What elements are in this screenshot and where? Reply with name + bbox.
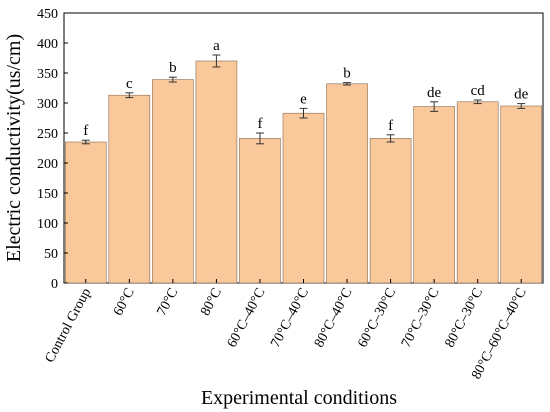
significance-label: e	[300, 91, 307, 107]
bar	[326, 83, 368, 284]
bar	[239, 138, 281, 284]
y-tick-label: 300	[37, 97, 58, 112]
y-tick-label: 0	[51, 277, 58, 292]
y-axis-title: Electric conductivity(us/cm)	[3, 34, 25, 262]
significance-label: a	[213, 38, 220, 54]
bar	[108, 94, 151, 284]
bar	[413, 106, 455, 284]
bar	[64, 141, 107, 284]
bar	[500, 105, 543, 284]
x-tick-label: Control Group	[43, 286, 95, 365]
x-tick-label: 60°C–30°C	[355, 286, 399, 350]
x-tick-label: 80°C	[198, 286, 225, 319]
bar	[152, 79, 194, 284]
y-tick-label: 150	[37, 187, 58, 202]
bars	[64, 60, 543, 284]
x-tick-label: 70°C–40°C	[268, 286, 312, 350]
bar	[456, 101, 499, 284]
significance-label: de	[514, 87, 529, 103]
significance-label: de	[427, 85, 442, 101]
y-tick-label: 400	[37, 37, 58, 52]
y-tick-label: 250	[37, 127, 58, 142]
x-tick-label: 70°C–30°C	[399, 286, 443, 350]
significance-labels: f c b a f e b f de cd de	[83, 38, 528, 139]
significance-label: b	[169, 60, 177, 76]
y-tick-label: 200	[37, 157, 58, 172]
x-tick-label: 60°C	[111, 286, 138, 319]
y-tick-label: 450	[37, 7, 58, 22]
y-tick-label: 50	[44, 247, 58, 262]
x-tick-label: 70°C	[155, 286, 182, 319]
bar	[282, 112, 325, 284]
x-tick-label: 60°C–40°C	[225, 286, 269, 350]
bar	[195, 60, 238, 284]
x-tick-label: 80°C–30°C	[443, 286, 487, 350]
significance-label: f	[257, 116, 262, 132]
y-tick-label: 350	[37, 67, 58, 82]
bar	[369, 138, 412, 284]
x-axis-title: Experimental conditions	[201, 387, 397, 409]
error-bars	[81, 54, 526, 145]
significance-label: c	[126, 76, 133, 92]
significance-label: f	[83, 123, 88, 139]
y-axis-ticks: 0 50 100 150 200 250 300 350 400 450	[37, 7, 68, 292]
significance-label: b	[343, 66, 351, 82]
y-tick-label: 100	[37, 217, 58, 232]
significance-label: cd	[471, 83, 486, 99]
significance-label: f	[388, 118, 393, 134]
x-tick-label: 80°C–40°C	[312, 286, 356, 350]
x-axis-ticks: Control Group 60°C 70°C 80°C 60°C–40°C 70°C–4…	[43, 279, 530, 382]
